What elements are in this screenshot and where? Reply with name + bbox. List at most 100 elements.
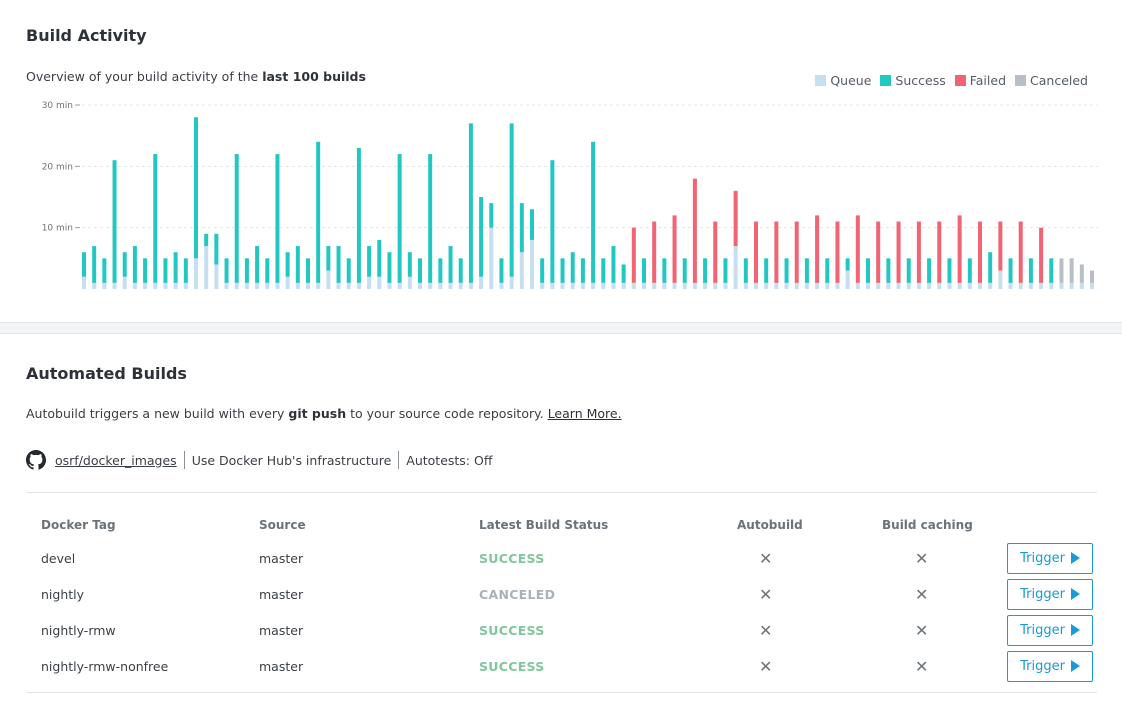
build-bar[interactable] xyxy=(1069,258,1074,289)
build-bar[interactable] xyxy=(580,258,585,289)
build-bar[interactable] xyxy=(306,258,310,289)
build-bar[interactable] xyxy=(132,246,137,289)
build-bar[interactable] xyxy=(163,258,168,289)
build-bar[interactable] xyxy=(550,160,555,289)
build-bar[interactable] xyxy=(468,123,473,289)
build-bar[interactable] xyxy=(1018,221,1023,289)
repo-link[interactable]: osrf/docker_images xyxy=(55,452,177,468)
build-bar[interactable] xyxy=(346,258,351,289)
build-bar[interactable] xyxy=(397,154,402,289)
build-bar[interactable] xyxy=(692,178,697,289)
build-bar[interactable] xyxy=(621,264,626,289)
build-bar[interactable] xyxy=(214,233,219,289)
build-bar[interactable] xyxy=(591,141,596,289)
build-bar[interactable] xyxy=(173,252,178,289)
build-bar[interactable] xyxy=(560,258,565,289)
build-bar[interactable] xyxy=(835,221,840,289)
build-bar[interactable] xyxy=(855,215,860,289)
build-bar[interactable] xyxy=(102,258,107,289)
build-bar[interactable] xyxy=(367,246,372,289)
trigger-button[interactable]: Trigger xyxy=(1007,578,1093,610)
build-bar[interactable] xyxy=(998,221,1003,289)
build-bar[interactable] xyxy=(743,258,748,289)
build-bar[interactable] xyxy=(611,246,616,289)
build-bar[interactable] xyxy=(682,258,687,289)
build-bar[interactable] xyxy=(82,252,86,289)
build-bar[interactable] xyxy=(1008,258,1013,289)
build-bar[interactable] xyxy=(784,258,789,289)
build-bar[interactable] xyxy=(774,221,779,289)
build-bar[interactable] xyxy=(479,197,484,289)
build-bar[interactable] xyxy=(295,246,300,289)
build-bar[interactable] xyxy=(845,258,850,289)
build-bar[interactable] xyxy=(336,246,341,289)
build-bar[interactable] xyxy=(967,258,972,289)
build-bar[interactable] xyxy=(916,221,921,289)
build-bar[interactable] xyxy=(265,258,270,289)
build-bar[interactable] xyxy=(438,258,443,289)
learn-more-link[interactable]: Learn More. xyxy=(547,406,622,421)
build-bar[interactable] xyxy=(733,190,738,289)
build-bar[interactable] xyxy=(194,117,198,289)
build-bar[interactable] xyxy=(927,258,932,289)
build-bar[interactable] xyxy=(1039,227,1044,289)
build-bar[interactable] xyxy=(509,123,514,289)
build-bar[interactable] xyxy=(540,258,545,289)
build-bar[interactable] xyxy=(356,147,361,289)
build-bar[interactable] xyxy=(723,258,728,289)
build-bar[interactable] xyxy=(662,258,667,289)
build-bar[interactable] xyxy=(489,203,494,289)
trigger-button[interactable]: Trigger xyxy=(1007,542,1093,574)
build-bar[interactable] xyxy=(1028,258,1033,289)
build-bar[interactable] xyxy=(754,221,758,289)
build-bar[interactable] xyxy=(703,258,708,289)
build-bar[interactable] xyxy=(886,258,891,289)
build-bar[interactable] xyxy=(183,258,188,289)
build-bar[interactable] xyxy=(601,258,606,289)
build-bar[interactable] xyxy=(570,252,575,289)
build-bar[interactable] xyxy=(458,258,463,289)
build-bar[interactable] xyxy=(764,258,769,289)
build-bar[interactable] xyxy=(234,154,239,289)
build-bar[interactable] xyxy=(988,252,993,289)
build-bar[interactable] xyxy=(122,252,127,289)
build-bar[interactable] xyxy=(1059,258,1064,289)
build-bar[interactable] xyxy=(825,258,830,289)
build-bar[interactable] xyxy=(906,258,911,289)
build-bar[interactable] xyxy=(92,246,97,289)
build-bar[interactable] xyxy=(204,233,209,289)
build-bar[interactable] xyxy=(275,154,280,289)
build-bar[interactable] xyxy=(377,239,382,289)
build-bar[interactable] xyxy=(112,160,117,289)
build-bar[interactable] xyxy=(407,252,412,289)
build-bar[interactable] xyxy=(448,246,453,289)
build-bar[interactable] xyxy=(652,221,657,289)
build-bar[interactable] xyxy=(947,258,952,289)
build-bar[interactable] xyxy=(1049,258,1054,289)
build-bar[interactable] xyxy=(713,221,718,289)
build-bar[interactable] xyxy=(153,154,158,289)
build-bar[interactable] xyxy=(672,215,677,289)
build-bar[interactable] xyxy=(244,258,249,289)
build-bar[interactable] xyxy=(428,154,433,289)
build-bar[interactable] xyxy=(285,252,290,289)
build-bar[interactable] xyxy=(631,227,636,289)
trigger-button[interactable]: Trigger xyxy=(1007,650,1093,682)
build-bar[interactable] xyxy=(316,141,321,289)
build-bar[interactable] xyxy=(815,215,820,289)
build-bar[interactable] xyxy=(530,209,534,289)
build-bar[interactable] xyxy=(804,258,809,289)
build-bar[interactable] xyxy=(1079,264,1084,289)
trigger-button[interactable]: Trigger xyxy=(1007,614,1093,646)
build-bar[interactable] xyxy=(519,203,524,289)
build-bar[interactable] xyxy=(957,215,962,289)
build-bar[interactable] xyxy=(794,221,799,289)
build-bar[interactable] xyxy=(326,246,331,289)
build-bar[interactable] xyxy=(143,258,148,289)
build-bar[interactable] xyxy=(1090,270,1094,289)
build-bar[interactable] xyxy=(499,258,504,289)
build-bar[interactable] xyxy=(937,221,942,289)
build-bar[interactable] xyxy=(418,258,422,289)
build-bar[interactable] xyxy=(387,252,392,289)
build-bar[interactable] xyxy=(978,221,982,289)
